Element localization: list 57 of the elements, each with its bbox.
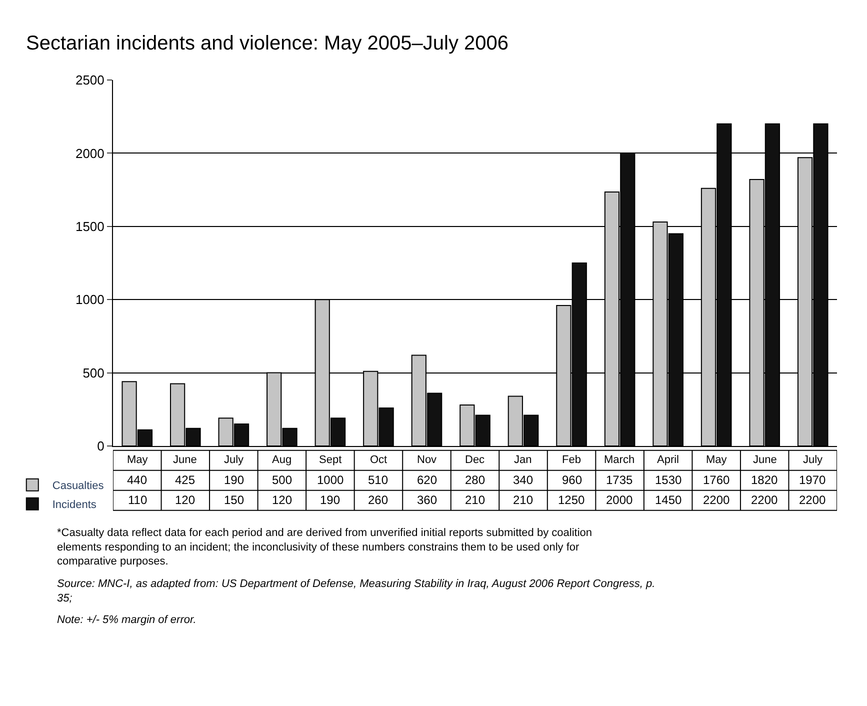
data-label: 1530 [655, 473, 682, 487]
x-tick-label: Dec [465, 454, 486, 466]
legend-label: Casualties [52, 480, 104, 492]
y-tick-label: 1000 [75, 292, 104, 308]
data-label: 510 [368, 473, 388, 487]
data-label: 120 [175, 493, 196, 507]
data-label: 425 [175, 473, 196, 487]
data-label: 210 [465, 493, 486, 507]
data-label: 360 [417, 493, 438, 507]
data-label: 1450 [655, 493, 682, 507]
data-label: 2200 [799, 493, 826, 507]
data-label: 150 [224, 493, 244, 507]
x-tick-label: April [657, 454, 680, 466]
x-tick-label: July [224, 454, 244, 466]
y-tick-label: 0 [97, 438, 104, 454]
data-label: 1820 [751, 473, 778, 487]
data-label: 960 [562, 473, 582, 487]
data-label: 340 [513, 473, 534, 487]
x-tick-label: Aug [272, 454, 292, 466]
y-tick-label: 2000 [75, 146, 104, 161]
legend-label: Incidents [52, 499, 97, 512]
data-label: 260 [368, 493, 388, 507]
data-label: 190 [224, 473, 244, 487]
x-tick-label: June [753, 454, 777, 466]
data-label: 210 [513, 493, 534, 507]
x-tick-label: Feb [562, 454, 581, 466]
data-label: 120 [272, 493, 292, 507]
data-label: 190 [320, 493, 340, 507]
x-tick-label: Nov [417, 454, 438, 466]
text: *Casualty data reflect data for each period and are derived from unverified initial reports submitted by coalition elements responding to an incident; the inconclusivity of these numbers constrains them to be used only for comparative purposes. [57, 527, 592, 568]
y-tick-label: 2500 [75, 72, 104, 88]
data-label: 620 [417, 473, 438, 487]
data-label: 440 [127, 473, 148, 487]
chart-title: Sectarian incidents and violence: May 2005–July 2006 [26, 32, 509, 54]
x-tick-label: March [604, 454, 635, 466]
x-tick-label: Sept [319, 454, 342, 466]
data-label: 2200 [703, 493, 730, 507]
x-tick-label: Oct [370, 454, 388, 466]
data-label: 280 [465, 473, 486, 487]
x-tick-label: Jan [514, 454, 532, 466]
data-label: 1250 [558, 493, 586, 507]
source-note: Source: MNC-I, as adapted from: US Department of Defense, Measuring Stability in Iraq, August 2006 Report Congress, p. 35; [57, 578, 656, 604]
x-tick-label: May [706, 454, 728, 466]
x-tick-label: June [173, 454, 197, 466]
x-tick-label: July [803, 454, 824, 466]
data-label: 2200 [751, 493, 778, 507]
data-label: 500 [272, 473, 292, 487]
data-label: 110 [128, 493, 148, 507]
data-label: 1000 [317, 473, 344, 487]
text: Note: +/- 5% margin of error. [57, 614, 196, 626]
y-tick-label: 1500 [75, 218, 104, 234]
data-label: 1760 [703, 473, 730, 487]
data-label: 2000 [606, 493, 634, 507]
data-label: 1970 [799, 473, 826, 487]
y-tick-label: 500 [82, 365, 104, 380]
data-label: 1735 [606, 473, 634, 487]
x-tick-label: May [127, 454, 148, 466]
